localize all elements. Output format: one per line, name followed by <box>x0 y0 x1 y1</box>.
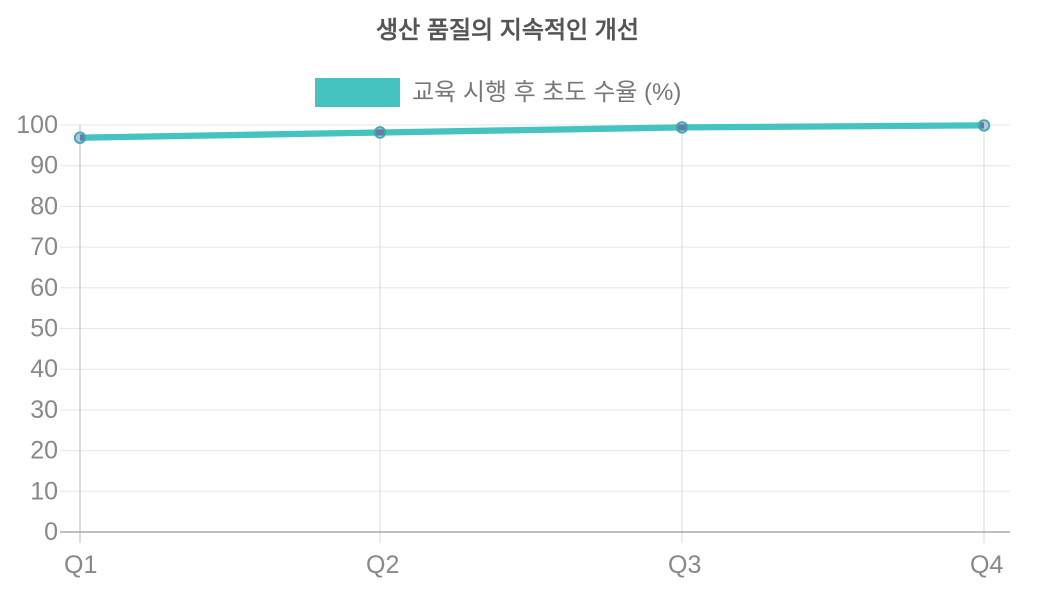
svg-text:50: 50 <box>30 315 58 343</box>
svg-text:Q4: Q4 <box>970 551 1003 579</box>
svg-text:Q2: Q2 <box>366 551 399 579</box>
svg-text:100: 100 <box>16 111 58 139</box>
svg-text:Q3: Q3 <box>668 551 701 579</box>
svg-text:10: 10 <box>30 477 58 505</box>
svg-text:40: 40 <box>30 355 58 383</box>
svg-text:0: 0 <box>44 518 58 546</box>
svg-text:60: 60 <box>30 274 58 302</box>
svg-text:30: 30 <box>30 396 58 424</box>
svg-text:80: 80 <box>30 192 58 220</box>
svg-text:Q1: Q1 <box>64 551 97 579</box>
svg-text:90: 90 <box>30 152 58 180</box>
svg-text:70: 70 <box>30 233 58 261</box>
svg-text:20: 20 <box>30 437 58 465</box>
